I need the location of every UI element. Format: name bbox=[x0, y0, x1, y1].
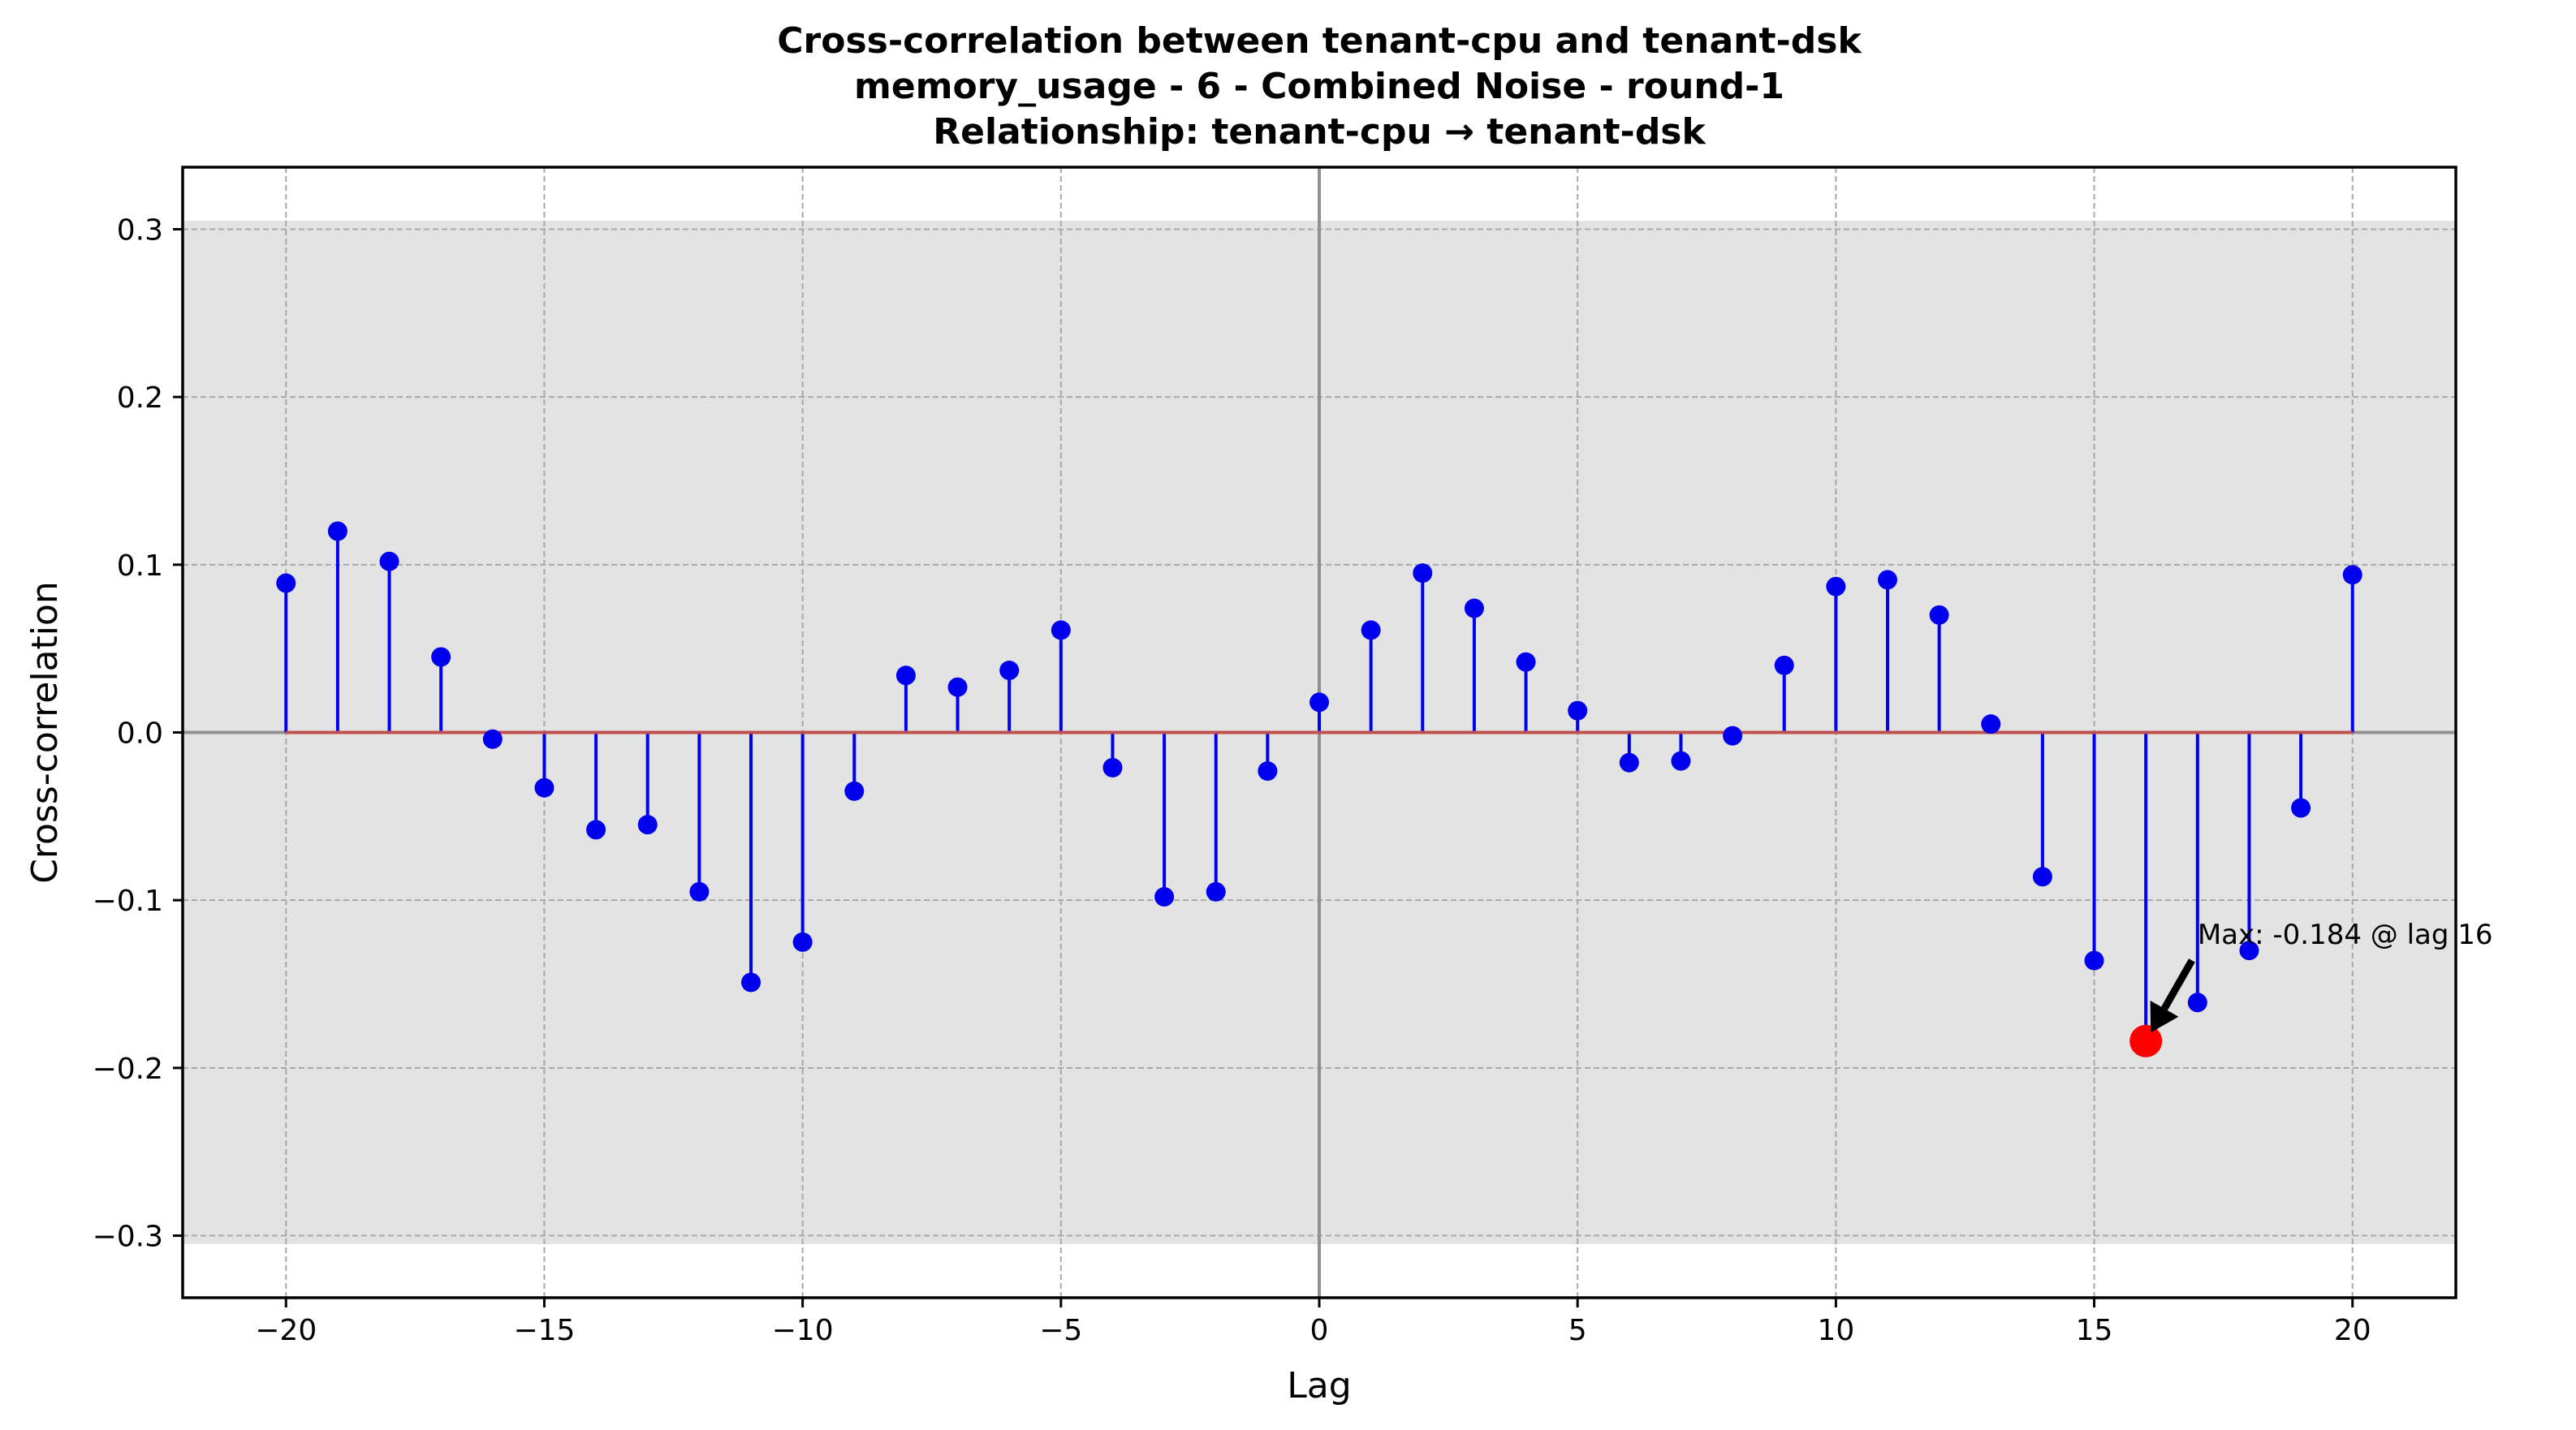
stem-marker bbox=[1826, 576, 1846, 597]
y-tick-label: −0.3 bbox=[93, 1221, 163, 1254]
stem-marker bbox=[1413, 563, 1433, 584]
chart-title-line: Cross-correlation between tenant-cpu and… bbox=[777, 20, 1862, 62]
stem-marker bbox=[276, 573, 296, 593]
stem-marker bbox=[2032, 867, 2052, 887]
stem-marker bbox=[1154, 887, 1175, 907]
stem-marker bbox=[482, 729, 503, 749]
axes: −20 −15 −10 −5 0 5 10 15 20 −0.3 −0.2 −0.1 0.0 0.1 0.2… bbox=[24, 166, 2457, 1406]
stem-marker bbox=[1723, 726, 1743, 746]
annotation-label: Max: -0.184 @ lag 16 bbox=[2198, 919, 2493, 951]
stem-marker bbox=[2342, 565, 2362, 585]
stem-marker bbox=[2187, 993, 2207, 1013]
stem-marker bbox=[741, 972, 761, 993]
stem-marker bbox=[1981, 714, 2001, 734]
stem-marker bbox=[1878, 570, 1897, 590]
stem-marker bbox=[1310, 692, 1329, 713]
max-point-marker bbox=[2129, 1024, 2163, 1057]
stem-marker bbox=[1464, 598, 1484, 618]
y-tick-label: −0.1 bbox=[93, 885, 163, 918]
stem-marker bbox=[2239, 941, 2259, 961]
plot-area: Max: -0.184 @ lag 16 bbox=[183, 167, 2493, 1298]
stem-marker bbox=[1258, 761, 1278, 782]
stem-marker bbox=[689, 881, 710, 902]
stem-marker bbox=[431, 647, 451, 667]
chart-title-line: memory_usage - 6 - Combined Noise - roun… bbox=[854, 66, 1784, 107]
y-tick-label: 0.2 bbox=[117, 381, 163, 415]
stem-marker bbox=[947, 677, 968, 697]
stem-marker bbox=[1929, 605, 1949, 625]
chart-title-line: Relationship: tenant-cpu → tenant-dsk bbox=[933, 111, 1707, 153]
y-tick-label: 0.0 bbox=[117, 717, 163, 751]
x-tick-label: −10 bbox=[772, 1314, 834, 1347]
x-tick-label: 0 bbox=[1310, 1314, 1329, 1347]
stem-marker bbox=[792, 932, 813, 952]
stem-marker bbox=[2084, 950, 2104, 971]
x-tick-label: 20 bbox=[2334, 1314, 2371, 1347]
stem-marker bbox=[1206, 881, 1226, 902]
y-tick-label: 0.1 bbox=[117, 549, 163, 583]
stem-marker bbox=[1671, 751, 1691, 771]
stem-marker bbox=[327, 521, 347, 541]
stem-marker bbox=[637, 815, 658, 835]
stem-marker bbox=[534, 777, 554, 798]
x-tick-label: −5 bbox=[1039, 1314, 1082, 1347]
stem-marker bbox=[1516, 652, 1536, 672]
y-tick-label: 0.3 bbox=[117, 213, 163, 247]
x-tick-label: 15 bbox=[2076, 1314, 2113, 1347]
x-tick-label: 5 bbox=[1568, 1314, 1587, 1347]
stem-marker bbox=[999, 661, 1020, 681]
stem-marker bbox=[379, 551, 399, 571]
y-tick-label: −0.2 bbox=[93, 1053, 163, 1086]
x-axis-label: Lag bbox=[1287, 1365, 1351, 1406]
annotation-arrow-shaft bbox=[2161, 958, 2195, 1011]
stem-marker bbox=[844, 781, 865, 801]
stem-marker bbox=[586, 820, 606, 840]
stem-marker bbox=[895, 665, 916, 686]
x-tick-label: −15 bbox=[513, 1314, 575, 1347]
stem-marker bbox=[1361, 620, 1381, 640]
chart-title: Cross-correlation between tenant-cpu and… bbox=[777, 20, 1862, 153]
stem-marker bbox=[1102, 757, 1123, 777]
x-tick-label: −20 bbox=[255, 1314, 317, 1347]
stem-marker bbox=[1568, 700, 1588, 721]
stem-marker bbox=[1774, 655, 1794, 675]
annotation-arrow-head bbox=[2150, 1000, 2179, 1033]
stem-marker bbox=[2291, 798, 2311, 818]
stem-marker bbox=[1619, 752, 1639, 773]
y-axis-label: Cross-correlation bbox=[24, 581, 66, 884]
x-tick-label: 10 bbox=[1817, 1314, 1854, 1347]
stem-marker bbox=[1051, 620, 1071, 640]
